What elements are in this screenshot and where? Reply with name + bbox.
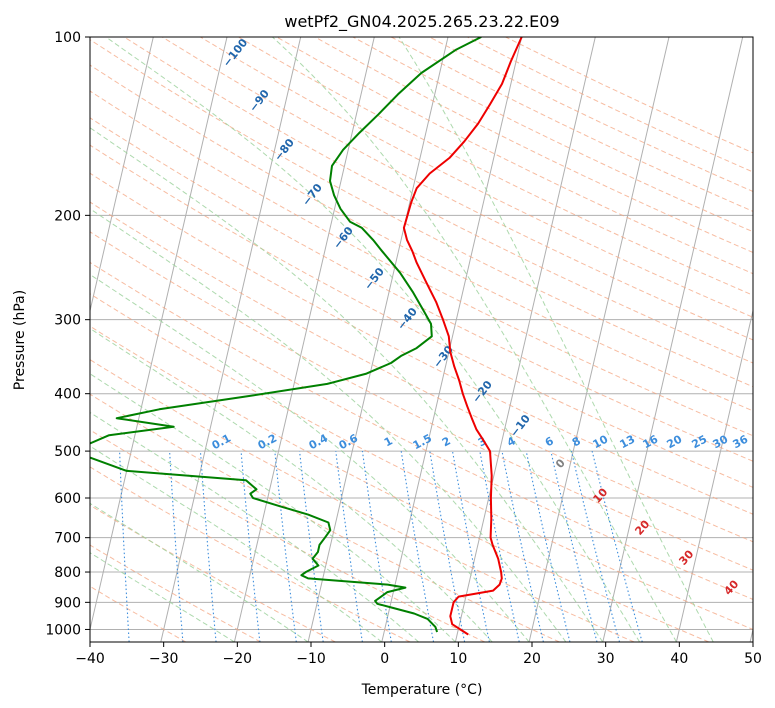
x-tick-label: −10: [296, 651, 326, 667]
mixing-ratio-line: [335, 451, 363, 642]
x-tick-label: 30: [597, 651, 615, 667]
dry-adiabat-line: [90, 293, 753, 630]
y-tick-label: 900: [54, 595, 81, 611]
isotherm-line: [160, 37, 302, 642]
x-tick-label: −30: [149, 651, 179, 667]
mixing-ratio-line: [429, 451, 466, 642]
moist-adiabat-line: [90, 127, 604, 642]
dry-adiabat-line: [90, 393, 560, 642]
dry-adiabat-line: [90, 231, 753, 571]
mixing-ratio-line: [199, 451, 217, 642]
background-lines: [90, 37, 753, 642]
chart-title: wetPf2_GN04.2025.265.23.22.E09: [284, 12, 559, 32]
isotherm-line: [90, 37, 154, 313]
x-tick-label: −20: [223, 651, 253, 667]
dry-adiabat-line: [123, 37, 753, 364]
dry-adiabat-line: [90, 201, 753, 543]
x-tick-label: 10: [449, 651, 467, 667]
dry-adiabat-line: [90, 64, 753, 412]
dry-adiabat-line: [90, 325, 709, 642]
moist-adiabat-line: [90, 411, 419, 642]
moist-adiabat-line: [398, 37, 714, 642]
isotherm-line: [602, 37, 744, 642]
mixing-ratio-line: [479, 450, 520, 642]
dry-adiabat-line: [90, 144, 753, 488]
x-axis-label: Temperature (°C): [361, 682, 483, 698]
dry-adiabat-line: [90, 39, 753, 388]
mixing-ratio-line: [361, 451, 392, 642]
y-tick-label: 500: [54, 444, 81, 460]
isotherm-line: [675, 308, 753, 642]
y-axis-label: Pressure (hPa): [12, 290, 28, 390]
isotherm-line: [90, 37, 228, 632]
mixing-ratio-label: 25: [690, 433, 710, 452]
dry-adiabat-line: [90, 429, 485, 642]
isotherm-line: [528, 37, 670, 642]
y-tick-label: 600: [54, 491, 81, 507]
mixing-ratio-line: [274, 451, 297, 642]
profiles: [90, 37, 523, 636]
mixing-ratio-line: [240, 451, 261, 642]
dry-adiabat-line: [90, 172, 753, 515]
mixing-ratio-line: [451, 451, 490, 642]
moist-adiabat-line: [90, 502, 309, 642]
y-tick-label: 800: [54, 565, 81, 581]
mixing-ratio-line: [299, 451, 324, 642]
x-tick-label: 0: [380, 651, 389, 667]
y-axis: 100 200 300 400 500 600 700 800 900 1000: [45, 30, 90, 638]
mixing-ratio-line: [591, 450, 643, 642]
mixing-ratio-label: 20: [665, 432, 685, 451]
y-tick-label: 100: [54, 30, 81, 46]
isotherm-line: [381, 37, 523, 642]
moist-adiabat-line: [272, 37, 677, 642]
moist-adiabat-line: [90, 445, 383, 642]
mixing-ratio-label: 10: [591, 432, 611, 451]
temperature-profile-line: [402, 37, 523, 636]
moist-adiabat-line: [90, 327, 493, 642]
y-tick-label: 200: [54, 208, 81, 224]
moist-adiabat-line: [105, 37, 641, 642]
moist-adiabat-line: [90, 273, 530, 642]
x-tick-label: 40: [670, 651, 688, 667]
plot-frame: [89, 36, 754, 643]
isotherm-line: [233, 37, 375, 642]
isotherm-line: [454, 37, 596, 642]
x-tick-label: −40: [75, 651, 105, 667]
dry-adiabat-line: [238, 37, 753, 296]
dry-adiabat-line: [200, 37, 753, 318]
mixing-ratio-label: 36: [731, 432, 751, 451]
mixing-ratio-line: [501, 450, 544, 642]
dry-adiabat-line: [90, 504, 336, 642]
mixing-ratio-line: [550, 450, 598, 642]
y-tick-label: 300: [54, 313, 81, 329]
dry-adiabat-line: [90, 585, 187, 642]
x-axis: −40 −30 −20 −10 0 10 20 30 40 50: [75, 642, 762, 667]
y-tick-label: 400: [54, 387, 81, 403]
dry-adiabat-line: [161, 37, 753, 341]
x-tick-label: 50: [744, 651, 762, 667]
dewpoint-profile-line: [90, 37, 482, 633]
y-tick-label: 700: [54, 531, 81, 547]
mixing-ratio-label: 13: [618, 433, 638, 452]
mixing-ratio-line: [570, 450, 621, 642]
moist-adiabat-line: [90, 208, 567, 642]
x-tick-label: 20: [523, 651, 541, 667]
mixing-ratio-label: 16: [641, 432, 661, 451]
mixing-ratio-label: 30: [711, 432, 731, 451]
isotherm-line: [307, 37, 449, 642]
mixing-ratio-line: [525, 450, 571, 642]
y-tick-label: 1000: [45, 622, 81, 638]
